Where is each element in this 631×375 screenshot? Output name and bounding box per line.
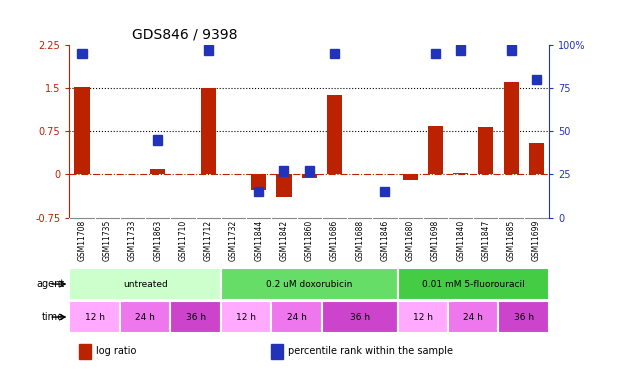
- Bar: [120, 301, 170, 333]
- Text: agent: agent: [36, 279, 64, 289]
- Text: GSM11846: GSM11846: [380, 220, 389, 261]
- Bar: [431, 49, 440, 58]
- Bar: [69, 268, 221, 300]
- Bar: [322, 301, 398, 333]
- Bar: [380, 187, 389, 196]
- Bar: [532, 75, 541, 84]
- Bar: [507, 45, 516, 55]
- Bar: [428, 126, 443, 174]
- Bar: [280, 166, 288, 176]
- Text: GSM11680: GSM11680: [406, 220, 415, 261]
- Text: 24 h: 24 h: [463, 313, 483, 322]
- Text: GSM11842: GSM11842: [280, 220, 288, 261]
- Text: GSM11710: GSM11710: [179, 220, 187, 261]
- Bar: [251, 174, 266, 190]
- Bar: [170, 301, 221, 333]
- Bar: [398, 301, 448, 333]
- Text: GSM11732: GSM11732: [229, 220, 238, 261]
- Bar: [453, 172, 468, 174]
- Text: log ratio: log ratio: [96, 346, 136, 356]
- Text: time: time: [42, 312, 64, 322]
- Text: 12 h: 12 h: [236, 313, 256, 322]
- Bar: [271, 301, 322, 333]
- Bar: [78, 49, 86, 58]
- Text: GSM11688: GSM11688: [355, 220, 364, 261]
- Bar: [271, 344, 283, 358]
- Bar: [221, 301, 271, 333]
- Text: GSM11847: GSM11847: [481, 220, 490, 261]
- Text: 12 h: 12 h: [413, 313, 433, 322]
- Bar: [69, 301, 120, 333]
- Bar: [221, 268, 398, 300]
- Text: 12 h: 12 h: [85, 313, 105, 322]
- Text: 36 h: 36 h: [350, 313, 370, 322]
- Bar: [330, 49, 339, 58]
- Text: GSM11860: GSM11860: [305, 220, 314, 261]
- Bar: [327, 95, 342, 174]
- Bar: [456, 45, 465, 55]
- Bar: [302, 174, 317, 178]
- Bar: [478, 127, 493, 174]
- Bar: [276, 174, 292, 197]
- Text: GSM11698: GSM11698: [431, 220, 440, 261]
- Text: 0.01 mM 5-fluorouracil: 0.01 mM 5-fluorouracil: [422, 280, 524, 289]
- Text: GSM11733: GSM11733: [128, 220, 137, 261]
- Bar: [504, 82, 519, 174]
- Bar: [498, 301, 549, 333]
- Text: GSM11699: GSM11699: [532, 220, 541, 261]
- Text: GSM11708: GSM11708: [78, 220, 86, 261]
- Text: GSM11840: GSM11840: [456, 220, 465, 261]
- Bar: [448, 301, 498, 333]
- Text: GSM11712: GSM11712: [204, 220, 213, 261]
- Text: GSM11685: GSM11685: [507, 220, 516, 261]
- Bar: [254, 187, 263, 196]
- Text: 0.2 uM doxorubicin: 0.2 uM doxorubicin: [266, 280, 352, 289]
- Bar: [403, 174, 418, 180]
- Bar: [153, 135, 162, 145]
- Bar: [79, 344, 91, 358]
- Text: 24 h: 24 h: [286, 313, 307, 322]
- Text: GSM11686: GSM11686: [330, 220, 339, 261]
- Text: percentile rank within the sample: percentile rank within the sample: [288, 346, 452, 356]
- Bar: [398, 268, 549, 300]
- Bar: [204, 45, 213, 55]
- Text: GSM11844: GSM11844: [254, 220, 263, 261]
- Text: 36 h: 36 h: [186, 313, 206, 322]
- Bar: [201, 88, 216, 174]
- Text: GSM11735: GSM11735: [103, 220, 112, 261]
- Text: GSM11863: GSM11863: [153, 220, 162, 261]
- Bar: [529, 143, 544, 174]
- Text: GDS846 / 9398: GDS846 / 9398: [132, 27, 237, 42]
- Bar: [150, 169, 165, 174]
- Text: 36 h: 36 h: [514, 313, 534, 322]
- Bar: [305, 166, 314, 176]
- Text: untreated: untreated: [123, 280, 167, 289]
- Text: 24 h: 24 h: [135, 313, 155, 322]
- Bar: [74, 87, 90, 174]
